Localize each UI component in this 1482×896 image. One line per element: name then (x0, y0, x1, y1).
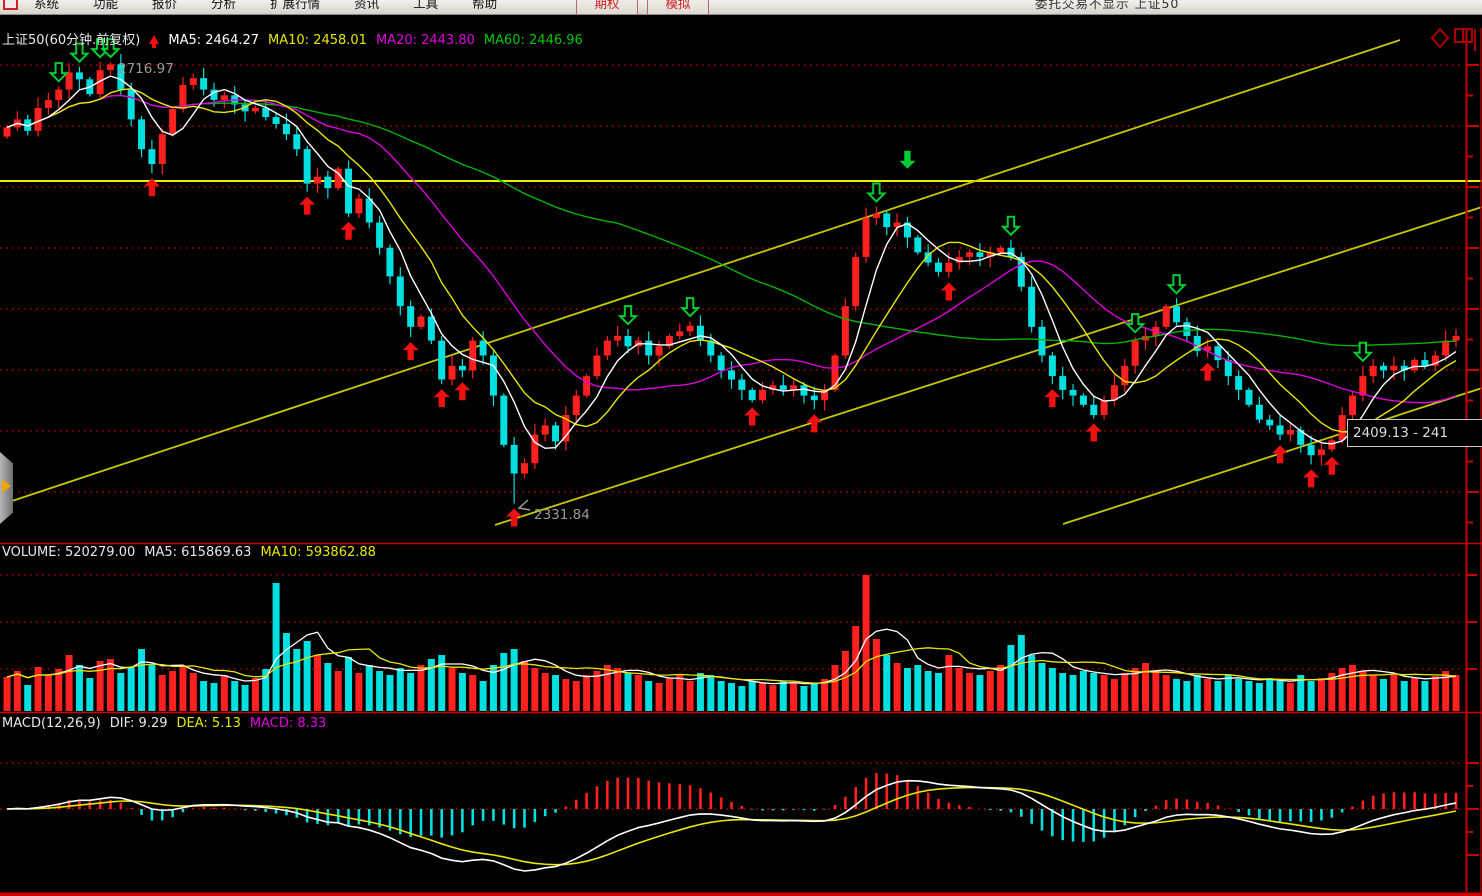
menu-button-1[interactable]: 模拟 (647, 0, 709, 14)
buy-signal-arrow (506, 508, 523, 527)
up-arrow-icon (149, 35, 160, 48)
low-price-label: 2331.84 (534, 507, 590, 523)
high-price-label: 2716.97 (118, 61, 174, 77)
crosshair-readout: 2409.13 - 241 (1347, 419, 1482, 447)
sell-signal-arrow (617, 305, 639, 326)
buy-signal-arrow (1303, 469, 1320, 488)
menu-item-5[interactable]: 资讯 (354, 0, 380, 11)
sell-signal-arrow (89, 38, 111, 59)
indicator-label: VOLUME: 520279.00 (2, 545, 136, 560)
sell-signal-arrow (1124, 313, 1146, 334)
indicator-label: MA5: 2464.27 (168, 33, 260, 48)
buy-signal-arrow (143, 178, 160, 197)
app-logo-icon[interactable] (3, 0, 18, 10)
menu-item-1[interactable]: 功能 (93, 0, 119, 11)
sell-signal-arrow (69, 42, 90, 64)
menu-items: 系统 功能 报价 分析 扩展行情 资讯 工具 帮助 (34, 0, 497, 12)
indicator-label: MA5: 615869.63 (144, 545, 252, 560)
menu-item-2[interactable]: 报价 (152, 0, 178, 11)
expand-right-icon (2, 479, 11, 493)
menu-item-3[interactable]: 分析 (211, 0, 237, 11)
buy-signal-arrow (744, 407, 761, 426)
sell-signal-arrow (865, 182, 887, 203)
menu-item-4[interactable]: 扩展行情 (270, 0, 321, 11)
sell-signal-arrow (1352, 341, 1374, 363)
diamond-icon[interactable] (1430, 27, 1450, 49)
menu-bar: 系统 功能 报价 分析 扩展行情 资讯 工具 帮助 期权 模拟 委托交易不显示 上证50 (0, 0, 1482, 15)
indicator-label: MA10: 2458.01 (268, 33, 367, 48)
macd-pane-title: MACD(12,26,9) DIF: 9.29 DEA: 5.13 MACD: 8.3… (2, 716, 335, 731)
menu-item-6[interactable]: 工具 (413, 0, 439, 11)
menu-item-0[interactable]: 系统 (34, 0, 60, 11)
sell-signal-arrow (100, 38, 121, 59)
sell-signal-arrow-solid (899, 150, 916, 169)
indicator-label: MA10: 593862.88 (260, 545, 376, 560)
sell-signal-arrow (1166, 274, 1187, 295)
buy-signal-arrow (940, 282, 957, 301)
buy-signal-arrow (299, 196, 316, 215)
indicator-label: 上证50(60分钟.前复权) (2, 33, 141, 48)
menu-status-text: 委托交易不显示 上证50 (1035, 0, 1180, 11)
buy-signal-arrow (1085, 423, 1102, 442)
indicator-label: MA60: 2446.96 (483, 33, 583, 48)
sell-signal-arrow (48, 62, 70, 83)
sidebar-expander-tab[interactable] (0, 452, 13, 524)
menu-item-7[interactable]: 帮助 (472, 0, 498, 11)
indicator-label: DEA: 5.13 (176, 716, 241, 731)
menu-button-0[interactable]: 期权 (576, 0, 638, 14)
buy-signal-arrow (402, 342, 419, 361)
menu-bar-clip: 系统 功能 报价 分析 扩展行情 资讯 工具 帮助 期权 模拟 委托交易不显示 上证50 (0, 0, 1482, 14)
buy-signal-arrow (454, 382, 471, 401)
buy-signal-arrow (1044, 389, 1061, 408)
indicator-label: MA20: 2443.80 (375, 33, 475, 48)
pane-corner-controls (1430, 27, 1476, 51)
buy-signal-arrow (1272, 445, 1289, 464)
buy-signal-arrow (806, 414, 823, 433)
sell-signal-arrow (679, 297, 701, 318)
buy-signal-arrow (1323, 456, 1340, 475)
sell-signal-arrow (1000, 215, 1022, 237)
volume-pane-title: VOLUME: 520279.00 MA5: 615869.63 MA10: 593… (2, 545, 385, 560)
indicator-label: MACD: 8.33 (249, 716, 327, 731)
buy-signal-arrow (1199, 362, 1216, 381)
indicator-label: MACD(12,26,9) (2, 716, 101, 731)
indicator-label: DIF: 9.29 (109, 716, 168, 731)
buy-signal-arrow (433, 389, 450, 408)
buy-signal-arrow (340, 221, 357, 240)
price-pane-title: 上证50(60分钟.前复权) MA5: 2464.27 MA10: 2458.01 M… (2, 29, 592, 48)
